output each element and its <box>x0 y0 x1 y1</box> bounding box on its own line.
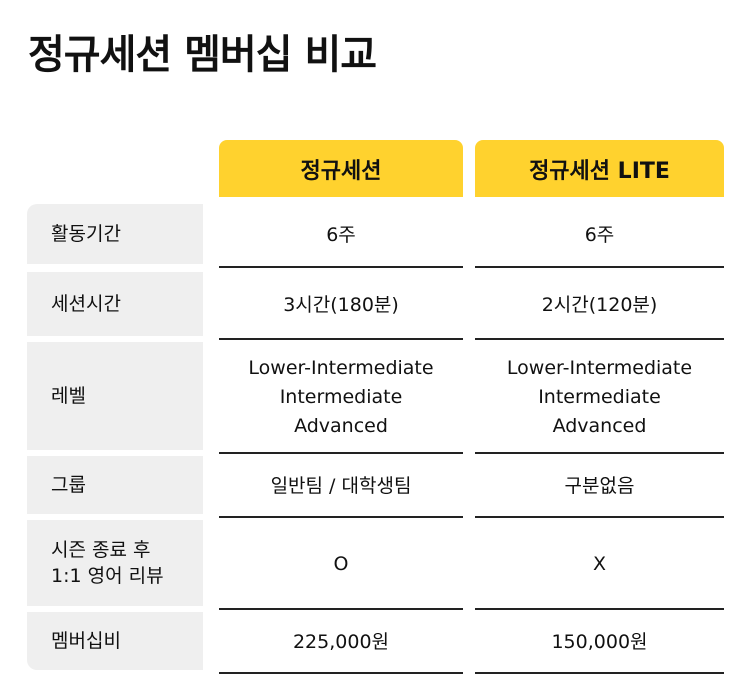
row-value: 3시간(180분) <box>219 272 463 340</box>
row-value: 구분없음 <box>475 456 724 518</box>
row-label: 활동기간 <box>27 204 203 264</box>
row-label: 세션시간 <box>27 272 203 336</box>
row-value: Lower-Intermediate Intermediate Advanced <box>475 342 724 454</box>
column-header-lite: 정규세션 LITE <box>475 140 724 197</box>
row-value: 일반팀 / 대학생팀 <box>219 456 463 518</box>
column-header-regular: 정규세션 <box>219 140 463 197</box>
row-value: O <box>219 520 463 610</box>
row-label: 레벨 <box>27 342 203 450</box>
row-value: 225,000원 <box>219 612 463 674</box>
row-value: 150,000원 <box>475 612 724 674</box>
row-label: 시즌 종료 후 1:1 영어 리뷰 <box>27 520 203 606</box>
row-value: 2시간(120분) <box>475 272 724 340</box>
row-value: X <box>475 520 724 610</box>
row-label: 멤버십비 <box>27 612 203 670</box>
row-label: 그룹 <box>27 456 203 514</box>
row-value: 6주 <box>219 204 463 268</box>
row-value: Lower-Intermediate Intermediate Advanced <box>219 342 463 454</box>
row-value: 6주 <box>475 204 724 268</box>
page-title: 정규세션 멤버십 비교 <box>28 32 377 78</box>
